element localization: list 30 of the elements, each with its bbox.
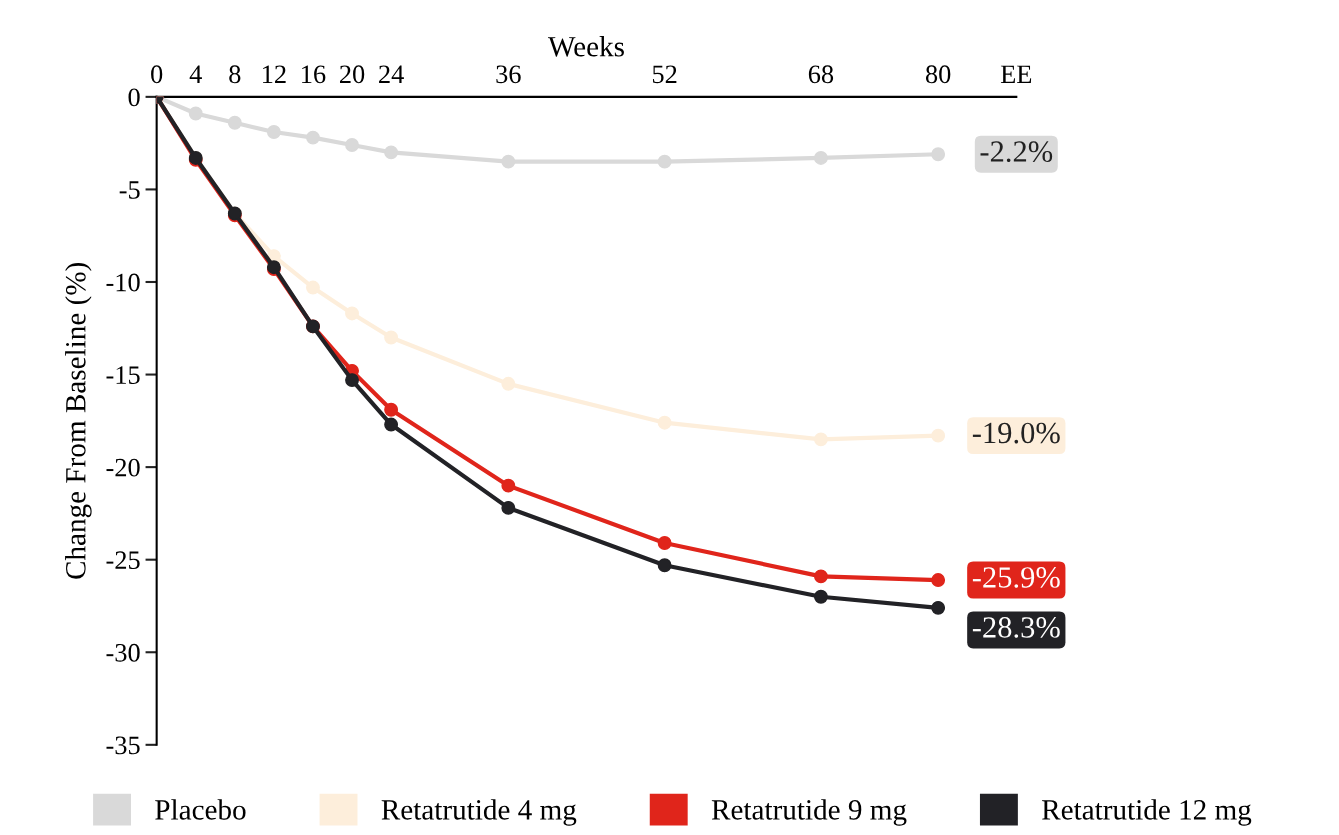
x-axis-title: Weeks	[548, 36, 624, 57]
x-tick-label: 0	[151, 65, 163, 84]
x-tick-label: 4	[189, 65, 202, 83]
annotation: -19.0%	[972, 422, 1060, 444]
legend-label: Retatrutide 12 mg	[1042, 799, 1252, 826]
x-tick-label: 16	[302, 65, 326, 84]
y-tick-label: 0	[128, 88, 140, 107]
annotation: -25.9%	[972, 567, 1060, 588]
y-tick-label: -15	[106, 366, 140, 384]
y-tick-label: -20	[106, 458, 140, 477]
x-tick-label: 52	[652, 65, 677, 84]
x-tick-label: 24	[379, 65, 404, 83]
annotation: -28.3%	[972, 617, 1060, 638]
y-tick-label: -5	[119, 181, 140, 199]
x-tick-label: 80	[925, 65, 951, 84]
y-axis-title: Change From Baseline (%)	[65, 262, 92, 579]
x-tick-label: EE	[1000, 65, 1032, 83]
legend-label: Retatrutide 4 mg	[381, 799, 577, 826]
y-tick-label: -25	[106, 551, 140, 570]
x-tick-label: 36	[496, 65, 521, 84]
legend-label: Retatrutide 9 mg	[711, 799, 907, 826]
x-tick-label: 20	[340, 65, 365, 84]
y-tick-label: -30	[106, 643, 140, 662]
y-tick-label: -10	[106, 273, 140, 292]
x-tick-label: 8	[229, 65, 241, 84]
x-tick-label: 68	[808, 65, 834, 84]
legend-label: Placebo	[155, 799, 246, 820]
x-tick-label: 12	[263, 65, 286, 83]
y-tick-label: -35	[106, 736, 140, 755]
annotation: -2.2%	[980, 141, 1053, 163]
